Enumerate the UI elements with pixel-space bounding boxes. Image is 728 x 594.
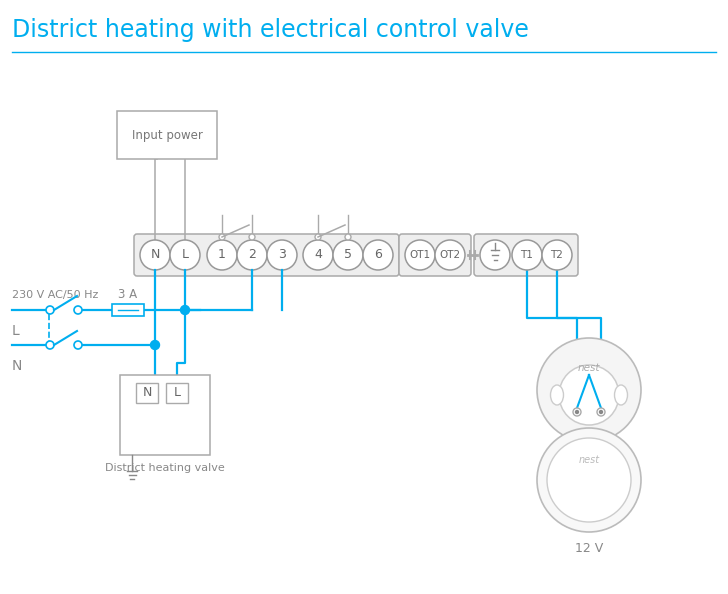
Circle shape bbox=[597, 408, 605, 416]
Circle shape bbox=[219, 234, 225, 240]
Text: 230 V AC/50 Hz: 230 V AC/50 Hz bbox=[12, 290, 98, 300]
Text: District heating with electrical control valve: District heating with electrical control… bbox=[12, 18, 529, 42]
Ellipse shape bbox=[614, 385, 628, 405]
Circle shape bbox=[151, 340, 159, 349]
Text: 4: 4 bbox=[314, 248, 322, 261]
Circle shape bbox=[237, 240, 267, 270]
Text: 5: 5 bbox=[344, 248, 352, 261]
FancyBboxPatch shape bbox=[474, 234, 578, 276]
Circle shape bbox=[46, 306, 54, 314]
Text: nest: nest bbox=[578, 363, 601, 373]
Text: OT1: OT1 bbox=[409, 250, 430, 260]
Text: T1: T1 bbox=[521, 250, 534, 260]
Circle shape bbox=[333, 240, 363, 270]
Circle shape bbox=[405, 240, 435, 270]
Text: 12 V: 12 V bbox=[575, 542, 603, 555]
FancyBboxPatch shape bbox=[120, 375, 210, 455]
Text: T2: T2 bbox=[550, 250, 563, 260]
Circle shape bbox=[547, 438, 631, 522]
Circle shape bbox=[537, 428, 641, 532]
Circle shape bbox=[559, 365, 619, 425]
Circle shape bbox=[303, 240, 333, 270]
Circle shape bbox=[249, 234, 255, 240]
Text: L: L bbox=[181, 248, 189, 261]
Ellipse shape bbox=[550, 385, 563, 405]
Circle shape bbox=[573, 408, 581, 416]
Text: L: L bbox=[12, 324, 20, 338]
FancyBboxPatch shape bbox=[577, 440, 601, 456]
Circle shape bbox=[74, 306, 82, 314]
Circle shape bbox=[267, 240, 297, 270]
FancyBboxPatch shape bbox=[166, 383, 188, 403]
Text: nest: nest bbox=[579, 455, 600, 465]
Text: 2: 2 bbox=[248, 248, 256, 261]
Circle shape bbox=[542, 240, 572, 270]
Circle shape bbox=[345, 234, 351, 240]
Circle shape bbox=[363, 240, 393, 270]
Circle shape bbox=[599, 410, 603, 413]
FancyBboxPatch shape bbox=[136, 383, 158, 403]
Text: L: L bbox=[173, 387, 181, 400]
Text: District heating valve: District heating valve bbox=[105, 463, 225, 473]
Text: 6: 6 bbox=[374, 248, 382, 261]
Text: 3: 3 bbox=[278, 248, 286, 261]
Circle shape bbox=[207, 240, 237, 270]
Text: 1: 1 bbox=[218, 248, 226, 261]
FancyBboxPatch shape bbox=[112, 304, 144, 316]
Text: 3 A: 3 A bbox=[119, 288, 138, 301]
Circle shape bbox=[181, 305, 189, 314]
Circle shape bbox=[74, 341, 82, 349]
FancyBboxPatch shape bbox=[399, 234, 471, 276]
FancyBboxPatch shape bbox=[134, 234, 399, 276]
Circle shape bbox=[512, 240, 542, 270]
Circle shape bbox=[46, 341, 54, 349]
Circle shape bbox=[170, 240, 200, 270]
Circle shape bbox=[480, 240, 510, 270]
Text: Input power: Input power bbox=[132, 128, 202, 141]
Circle shape bbox=[140, 240, 170, 270]
Text: N: N bbox=[142, 387, 151, 400]
Circle shape bbox=[315, 234, 321, 240]
Circle shape bbox=[576, 410, 579, 413]
Text: N: N bbox=[150, 248, 159, 261]
FancyBboxPatch shape bbox=[117, 111, 217, 159]
Circle shape bbox=[537, 338, 641, 442]
Circle shape bbox=[435, 240, 465, 270]
Text: OT2: OT2 bbox=[440, 250, 461, 260]
Text: N: N bbox=[12, 359, 23, 373]
